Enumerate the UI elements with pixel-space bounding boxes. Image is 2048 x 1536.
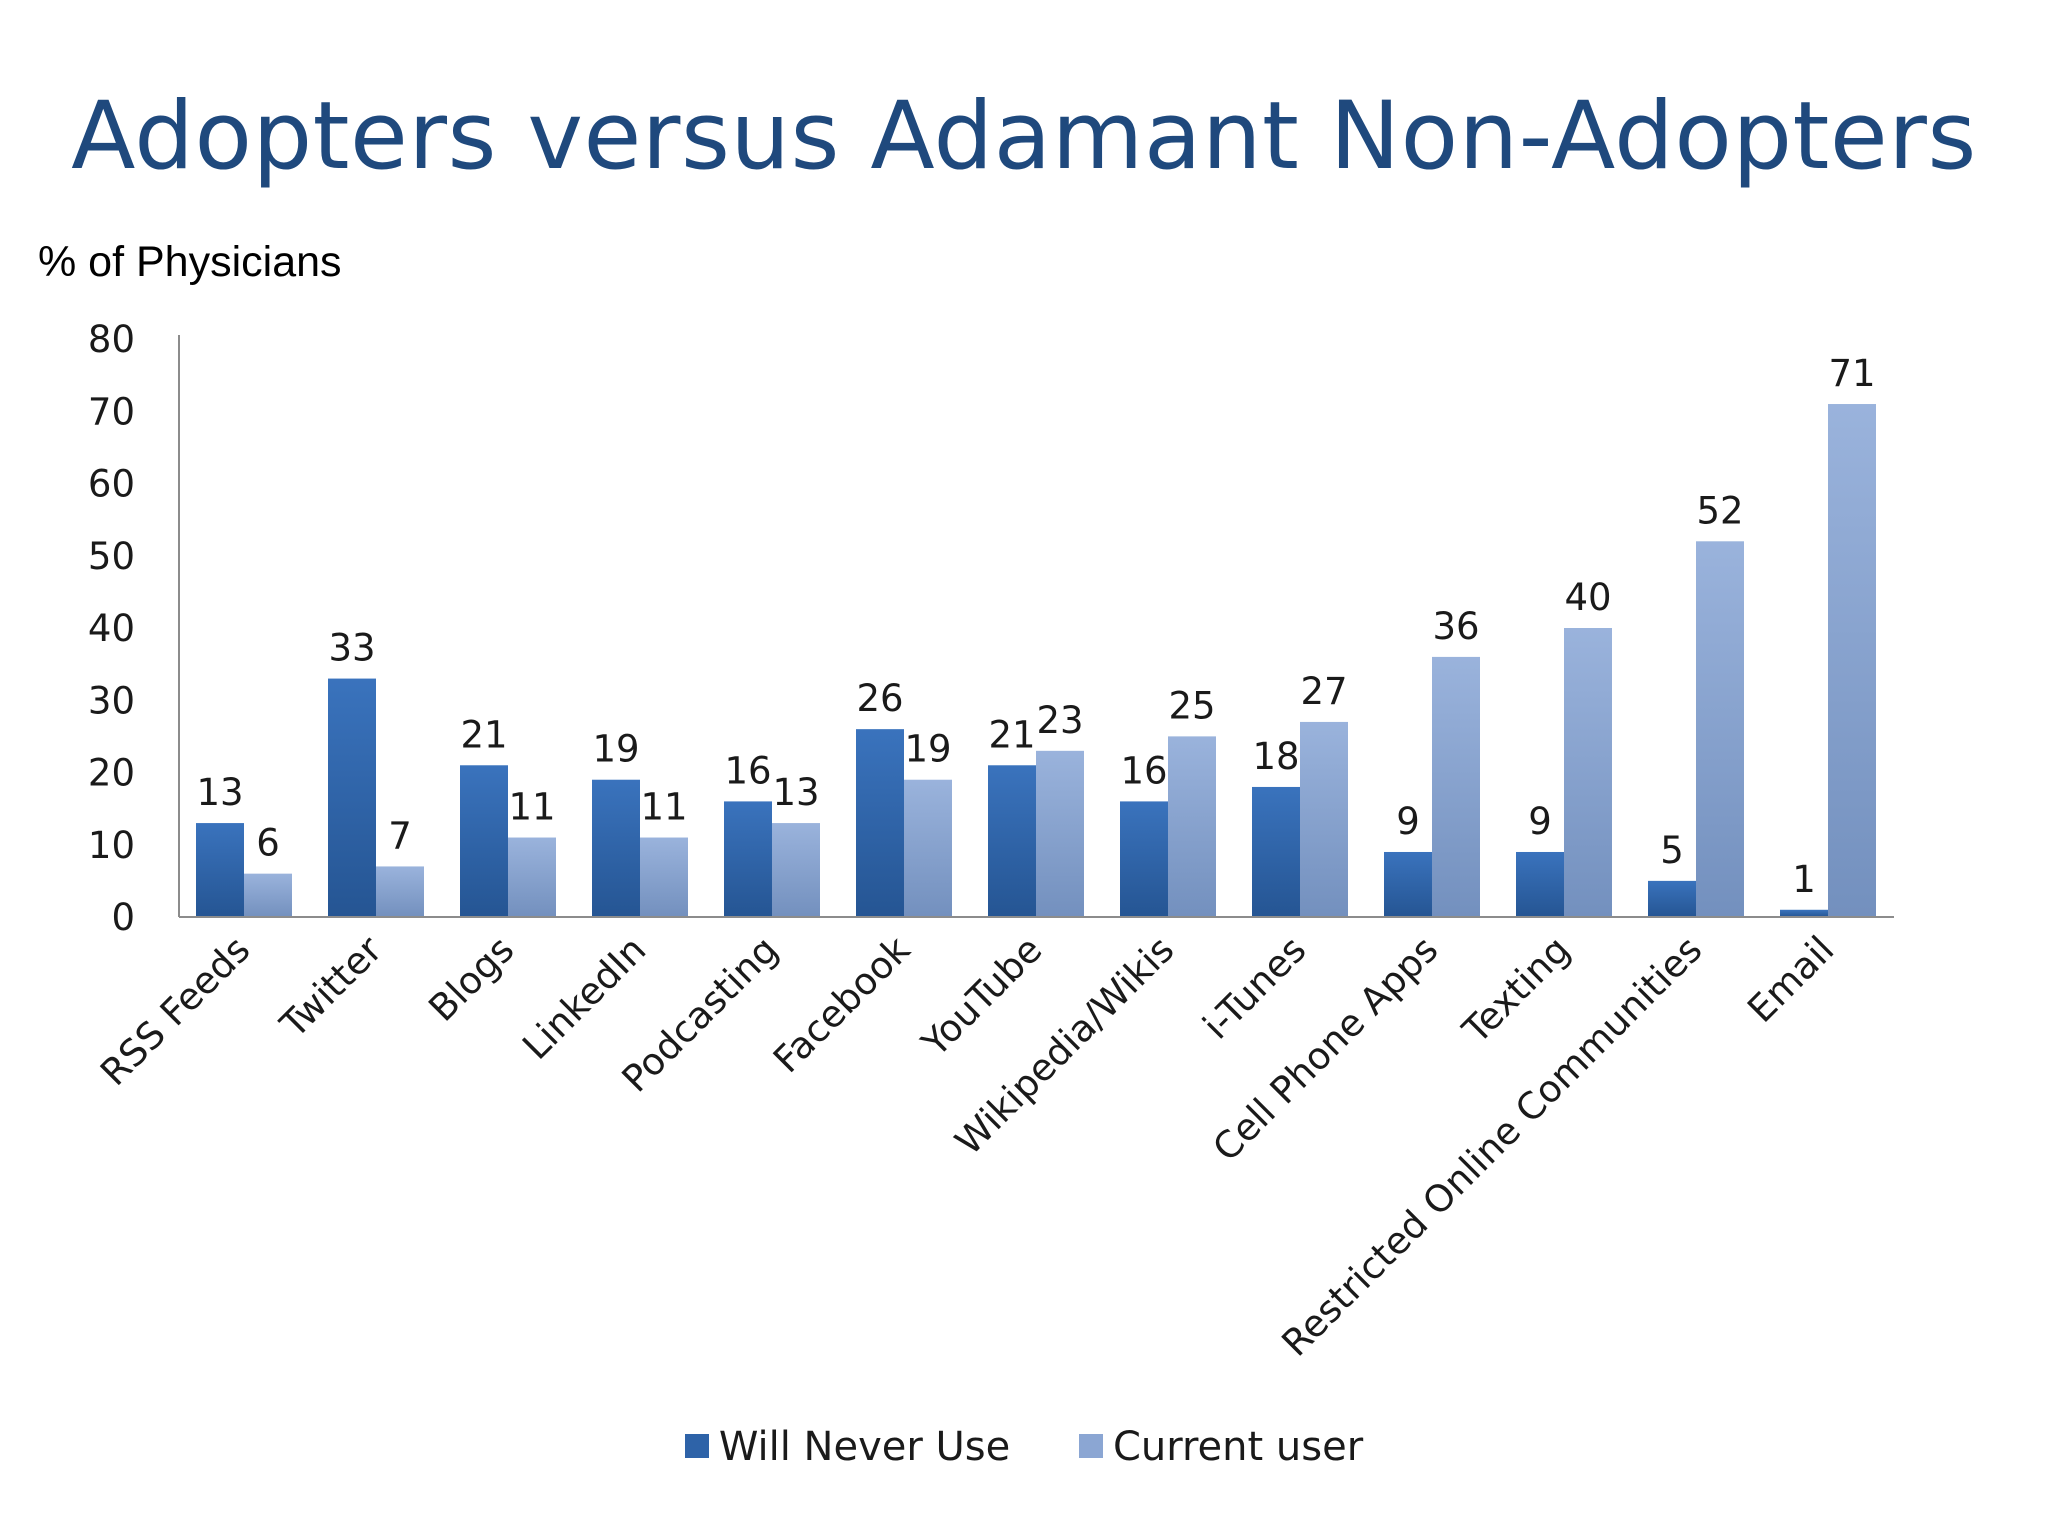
y-tick-label: 70 [88, 390, 135, 433]
data-label-will-never-use-email: 1 [1792, 858, 1816, 901]
data-label-current-user-restricted-online-communities: 52 [1696, 489, 1743, 532]
y-tick-label: 20 [88, 752, 135, 795]
bar-will-never-use-blogs [460, 765, 508, 917]
data-label-will-never-use-youtube: 21 [988, 713, 1035, 756]
legend-item-current-user: Current user [1078, 1424, 1364, 1470]
data-label-will-never-use-texting: 9 [1528, 800, 1552, 843]
data-label-current-user-linkedin: 11 [640, 786, 687, 829]
legend: Will Never Use Current user [0, 1422, 2048, 1470]
bar-will-never-use-facebook [856, 729, 904, 917]
data-label-will-never-use-linkedin: 19 [592, 728, 639, 771]
bar-will-never-use-cell-phone-apps [1384, 851, 1432, 917]
y-tick-label: 80 [88, 318, 135, 361]
data-label-current-user-cell-phone-apps: 36 [1432, 605, 1479, 648]
bar-will-never-use-i-tunes [1252, 786, 1300, 917]
y-tick-label: 0 [111, 896, 135, 939]
legend-swatch-will-never-use [684, 1434, 709, 1458]
bar-current-user-wikipedia-wikis [1168, 736, 1216, 917]
bar-will-never-use-podcasting [724, 801, 772, 917]
bar-will-never-use-youtube [988, 765, 1036, 917]
bar-will-never-use-wikipedia-wikis [1120, 801, 1168, 917]
data-label-current-user-rss-feeds: 6 [256, 822, 280, 865]
y-axis-caption: % of Physicians [38, 238, 342, 286]
data-label-will-never-use-restricted-online-communities: 5 [1660, 829, 1684, 872]
data-label-current-user-i-tunes: 27 [1300, 670, 1347, 713]
y-tick-label: 50 [88, 535, 135, 578]
x-category-label-blogs: Blogs [420, 928, 522, 1030]
data-label-will-never-use-cell-phone-apps: 9 [1396, 800, 1420, 843]
bar-current-user-twitter [376, 866, 424, 917]
y-tick-layer: 0 10 20 30 40 50 60 70 80 [88, 318, 135, 939]
data-label-current-user-texting: 40 [1564, 576, 1611, 619]
x-category-label-email: Email [1739, 928, 1842, 1031]
bar-will-never-use-linkedin [592, 779, 640, 917]
bar-current-user-rss-feeds [244, 873, 292, 917]
category-label-layer: RSS Feeds Twitter BlogsLinkedInPodcastingF… [92, 927, 1842, 1364]
bar-will-never-use-texting [1516, 851, 1564, 917]
legend-swatch-current-user [1078, 1434, 1103, 1458]
x-category-label-rss-feeds: RSS Feeds [92, 928, 258, 1094]
data-label-current-user-twitter: 7 [388, 814, 412, 857]
data-label-will-never-use-podcasting: 16 [724, 749, 771, 792]
x-category-label-youtube: YouTube [913, 928, 1051, 1066]
bar-current-user-cell-phone-apps [1432, 656, 1480, 917]
bar-current-user-podcasting [772, 823, 820, 917]
data-label-will-never-use-twitter: 33 [328, 627, 375, 670]
bar-current-user-facebook [904, 779, 952, 917]
x-category-label-wikipedia-wikis: Wikipedia/Wikis [947, 928, 1182, 1163]
x-category-label-linkedin: LinkedIn [514, 928, 654, 1068]
bar-current-user-texting [1564, 628, 1612, 917]
x-category-label-i-tunes: i-Tunes [1195, 928, 1315, 1048]
bar-will-never-use-rss-feeds [196, 823, 244, 917]
bar-will-never-use-email [1780, 909, 1828, 917]
bar-current-user-blogs [508, 837, 556, 917]
bar-layer [196, 404, 1876, 917]
y-tick-label: 60 [88, 463, 135, 506]
y-tick-label: 10 [88, 824, 135, 867]
data-label-will-never-use-wikipedia-wikis: 16 [1120, 749, 1167, 792]
axes-layer [178, 335, 1894, 918]
legend-label-will-never-use: Will Never Use [718, 1424, 1011, 1470]
x-category-label-facebook: Facebook [765, 928, 919, 1082]
data-label-current-user-podcasting: 13 [772, 771, 819, 814]
bar-will-never-use-twitter [328, 678, 376, 917]
data-label-current-user-email: 71 [1828, 352, 1875, 395]
data-label-will-never-use-i-tunes: 18 [1252, 735, 1299, 778]
bar-current-user-email [1828, 404, 1876, 917]
data-label-will-never-use-rss-feeds: 13 [196, 771, 243, 814]
x-category-label-cell-phone-apps: Cell Phone Apps [1205, 928, 1447, 1170]
data-label-current-user-youtube: 23 [1036, 699, 1083, 742]
data-label-will-never-use-facebook: 26 [856, 677, 903, 720]
bar-current-user-i-tunes [1300, 721, 1348, 917]
data-label-current-user-blogs: 11 [508, 786, 555, 829]
y-tick-label: 40 [88, 607, 135, 650]
data-label-will-never-use-blogs: 21 [460, 713, 507, 756]
legend-label-current-user: Current user [1112, 1424, 1364, 1470]
data-label-current-user-wikipedia-wikis: 25 [1168, 684, 1215, 727]
x-category-label-texting: Texting [1454, 928, 1578, 1052]
y-tick-label: 30 [88, 679, 135, 722]
slide-title: Adopters versus Adamant Non-Adopters [71, 82, 1977, 191]
x-category-label-twitter: Twitter [272, 927, 391, 1046]
bar-current-user-restricted-online-communities [1696, 541, 1744, 917]
bar-current-user-youtube [1036, 750, 1084, 917]
bar-current-user-linkedin [640, 837, 688, 917]
legend-item-will-never-use: Will Never Use [684, 1424, 1011, 1470]
bar-will-never-use-restricted-online-communities [1648, 880, 1696, 917]
data-label-current-user-facebook: 19 [904, 728, 951, 771]
